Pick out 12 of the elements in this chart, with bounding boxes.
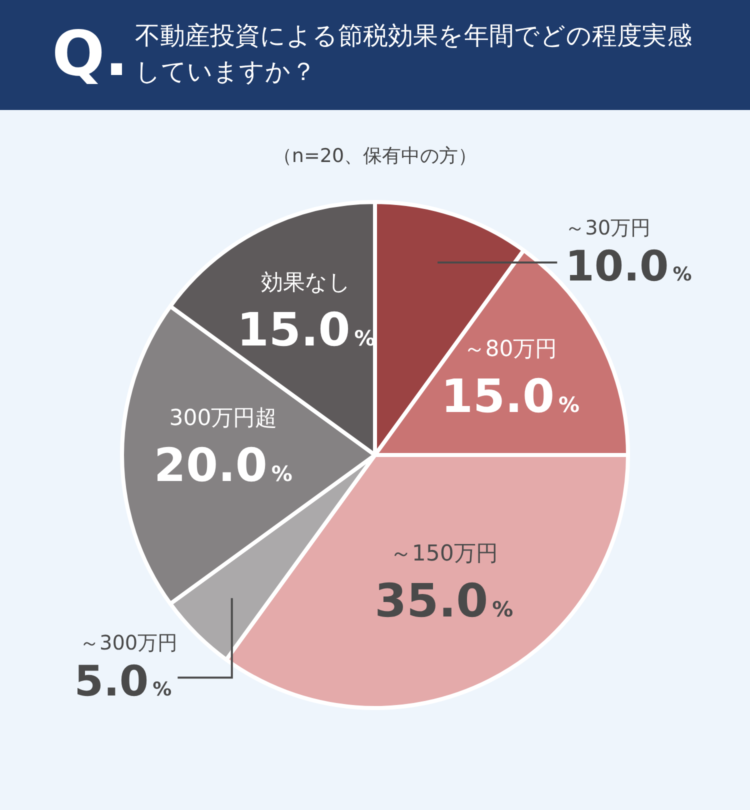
slice-label: ～30万円 [565, 216, 651, 240]
data-label: 15.0% [440, 369, 580, 424]
slice-label: ～300万円 [79, 630, 178, 655]
slice-label: 300万円超 [169, 406, 278, 431]
data-label: 10.0% [565, 242, 692, 291]
chart-subtitle: （n=20、保有中の方） [272, 144, 478, 169]
slice-label: ～80万円 [463, 337, 558, 362]
data-label: 35.0% [374, 573, 514, 628]
data-label: 20.0% [154, 438, 292, 492]
slice-label: ～150万円 [390, 541, 498, 566]
data-label: 5.0% [74, 656, 172, 706]
slice-label: 効果なし [261, 270, 352, 296]
